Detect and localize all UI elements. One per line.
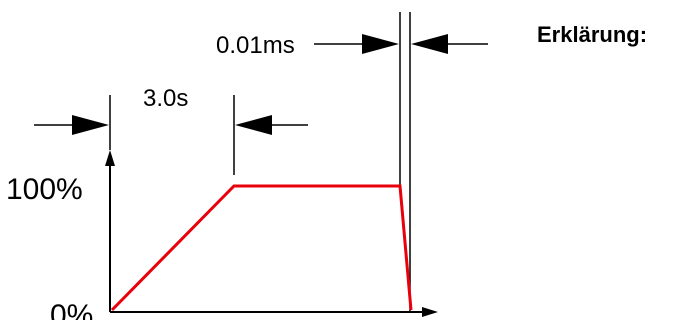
level-0-label: 0% [50, 299, 93, 320]
legend-title: Erklärung: [537, 22, 647, 47]
ramp-profile-line [110, 184, 413, 312]
x-axis-arrow-icon [422, 307, 438, 317]
level-100-label: 100% [6, 173, 83, 206]
arrowhead-icon [411, 34, 448, 54]
arrowhead-icon [235, 115, 272, 135]
y-axis-arrow-icon [105, 150, 115, 166]
fall-duration-label: 0.01ms [216, 32, 295, 59]
arrowhead-icon [72, 115, 109, 135]
ramp-duration-label: 3.0s [143, 85, 188, 112]
arrowhead-icon [362, 34, 399, 54]
